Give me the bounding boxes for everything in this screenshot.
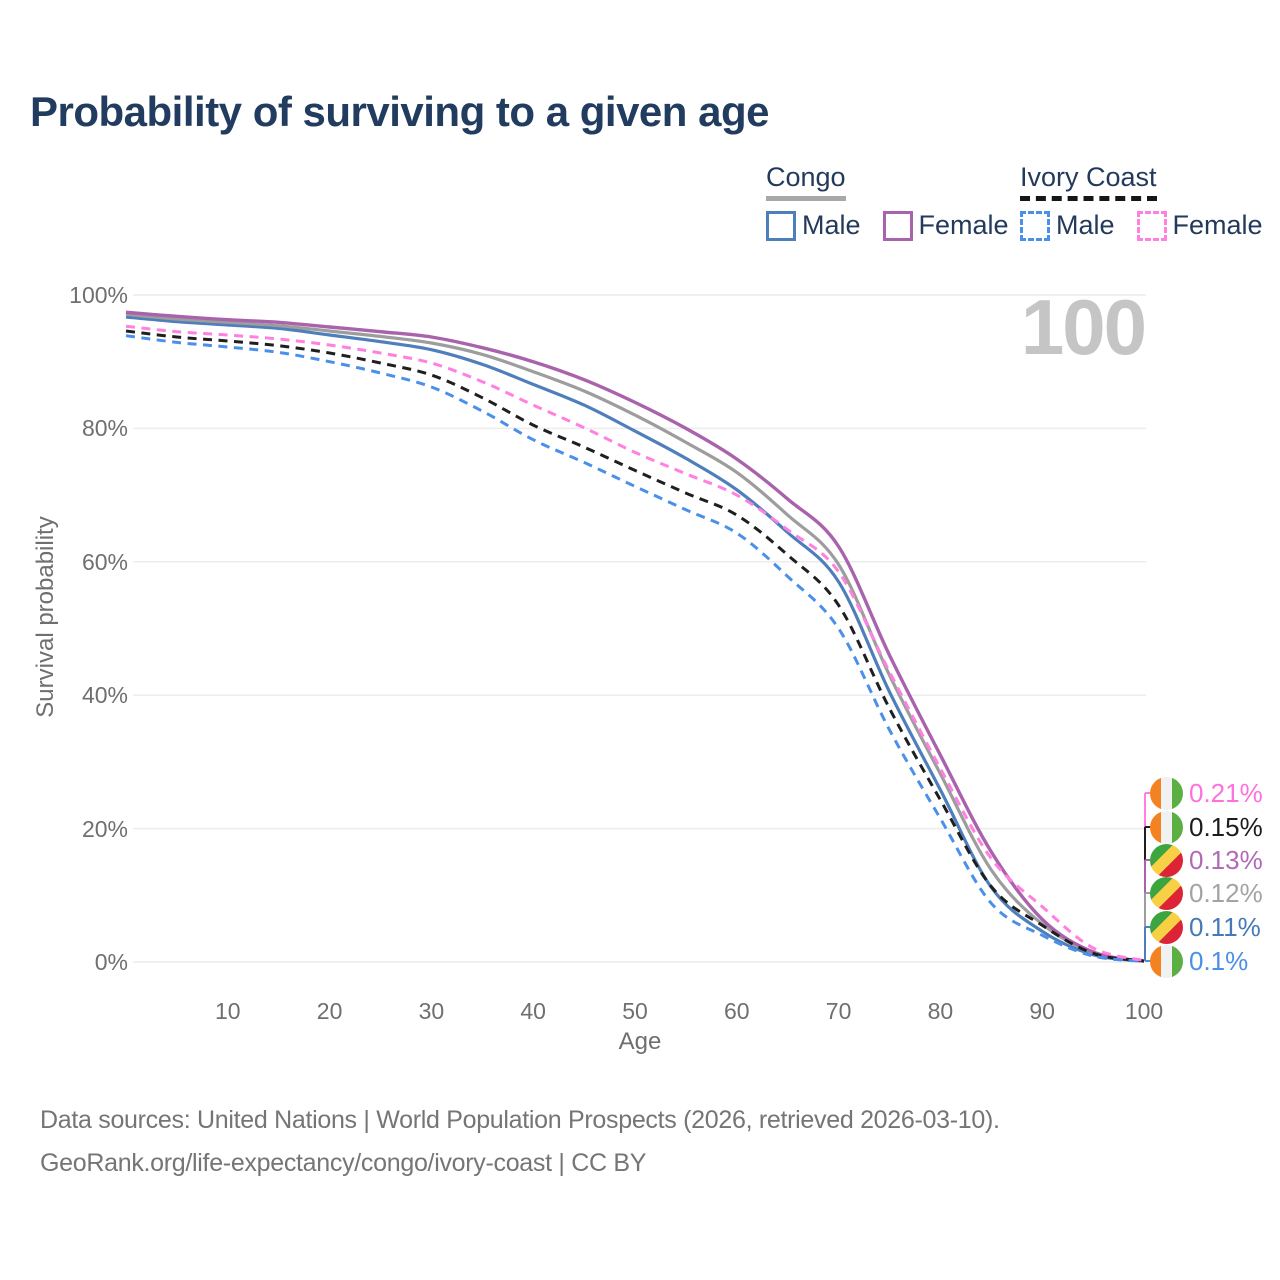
series-line-ivory-coast-female[interactable] [125, 324, 1145, 963]
end-label-value: 0.15% [1189, 811, 1263, 842]
legend-title-ivory-coast[interactable]: Ivory Coast [1020, 162, 1157, 201]
x-tick-label: 50 [622, 998, 648, 1024]
x-tick-label: 20 [316, 998, 343, 1024]
flag-icon-ivory-coast [1150, 944, 1183, 978]
legend-label-congo-female: Female [918, 210, 1009, 240]
series-line-ivory-coast-male[interactable] [125, 334, 1145, 963]
x-tick-label: 60 [724, 998, 750, 1024]
x-tick-label: 30 [418, 998, 445, 1024]
legend-swatch-congo-male-icon [766, 210, 796, 241]
legend-item-ivory-coast-female[interactable]: Female [1136, 210, 1263, 241]
legend-label-ivory-coast-male: Male [1056, 210, 1115, 240]
x-tick-label: 90 [1029, 998, 1055, 1024]
series-line-ivory-coast-both[interactable] [125, 329, 1145, 963]
legend-swatch-ivory-coast-female-icon [1136, 210, 1167, 241]
source-url-line: GeoRank.org/life-expectancy/congo/ivory-… [40, 1149, 647, 1177]
y-tick-label: 0% [94, 949, 128, 975]
y-tick-label: 60% [81, 548, 128, 575]
legend-group-ivory-coast: Ivory Coast Male Female [1020, 162, 1280, 241]
x-tick-label: 70 [825, 998, 852, 1024]
y-tick-label: 40% [81, 682, 128, 709]
legend-label-congo-male: Male [802, 210, 861, 240]
legend-item-congo-female[interactable]: Female [882, 210, 1009, 241]
legend-swatch-ivory-coast-male-icon [1020, 210, 1050, 241]
end-label-value: 0.13% [1189, 844, 1263, 875]
flag-icon-ivory-coast [1150, 776, 1183, 810]
end-label-ivory-coast-male: 0.1% [1150, 944, 1248, 978]
attribution: Data sources: United Nations | World Pop… [40, 1106, 1000, 1192]
flag-icon-congo [1150, 843, 1183, 877]
legend-item-congo-male[interactable]: Male [766, 210, 861, 241]
series-line-congo-female[interactable] [125, 310, 1145, 963]
end-label-ivory-coast-female: 0.21% [1150, 776, 1263, 810]
data-sources-line: Data sources: United Nations | World Pop… [40, 1106, 1000, 1134]
end-label-value: 0.12% [1189, 877, 1263, 908]
end-label-value: 0.1% [1189, 945, 1249, 976]
x-tick-label: 40 [520, 998, 546, 1024]
end-label-ivory-coast-both: 0.15% [1150, 810, 1263, 844]
legend-item-ivory-coast-male[interactable]: Male [1020, 210, 1115, 241]
y-tick-label: 20% [81, 815, 128, 842]
age-counter-watermark: 100 [1020, 283, 1147, 371]
flag-icon-congo [1150, 910, 1183, 944]
end-label-value: 0.11% [1189, 911, 1261, 942]
end-label-congo-female: 0.13% [1150, 843, 1263, 877]
series-line-congo-both[interactable] [125, 312, 1145, 963]
x-axis-title: Age [618, 1028, 662, 1055]
page-title: Probability of surviving to a given age [30, 88, 769, 135]
flag-icon-ivory-coast [1150, 810, 1183, 844]
end-label-value: 0.21% [1189, 777, 1263, 808]
legend-group-congo: Congo Male Female [766, 162, 1031, 241]
end-label-congo-male: 0.11% [1150, 910, 1261, 944]
legend-swatch-congo-female-icon [882, 210, 913, 241]
end-label-congo-both: 0.12% [1150, 876, 1263, 910]
x-tick-label: 80 [927, 998, 954, 1024]
y-tick-label: 80% [81, 415, 128, 442]
y-tick-label: 100% [69, 282, 128, 308]
legend-title-congo[interactable]: Congo [766, 162, 846, 201]
x-tick-label: 100 [1124, 998, 1164, 1024]
flag-icon-congo [1150, 876, 1183, 910]
x-tick-label: 10 [215, 998, 241, 1024]
legend-label-ivory-coast-female: Female [1172, 210, 1263, 240]
